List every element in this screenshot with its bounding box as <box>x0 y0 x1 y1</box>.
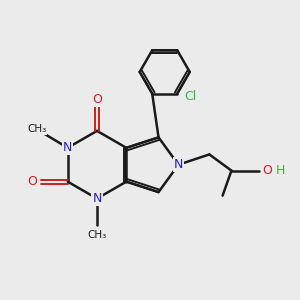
Text: O: O <box>27 175 37 188</box>
Text: CH₃: CH₃ <box>27 124 46 134</box>
Text: Cl: Cl <box>184 90 197 103</box>
Text: N: N <box>63 141 72 154</box>
Text: CH₃: CH₃ <box>87 230 106 240</box>
Text: O: O <box>262 164 272 177</box>
Text: N: N <box>174 158 183 171</box>
Text: O: O <box>92 93 102 106</box>
Text: H: H <box>276 164 285 177</box>
Text: N: N <box>92 192 102 205</box>
